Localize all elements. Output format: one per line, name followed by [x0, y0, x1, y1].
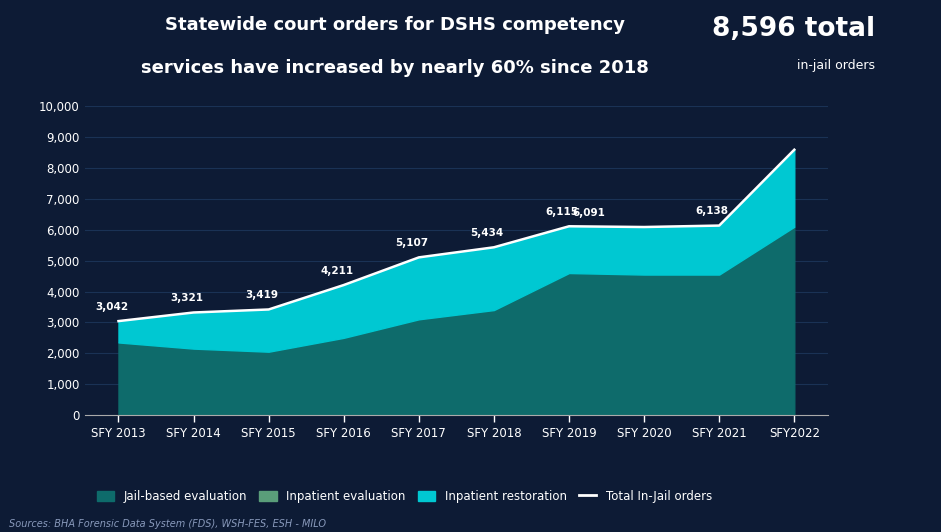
Text: Sources: BHA Forensic Data System (FDS), WSH-FES, ESH - MILO: Sources: BHA Forensic Data System (FDS),…	[9, 519, 327, 529]
Text: 3,419: 3,419	[246, 290, 279, 301]
Legend: Jail-based evaluation, Inpatient evaluation, Inpatient restoration, Total In-Jai: Jail-based evaluation, Inpatient evaluat…	[92, 485, 717, 508]
Text: 3,321: 3,321	[170, 293, 203, 303]
Text: 4,211: 4,211	[320, 266, 354, 276]
Text: 3,042: 3,042	[95, 302, 128, 312]
Text: Statewide court orders for DSHS competency: Statewide court orders for DSHS competen…	[166, 16, 625, 34]
Text: 6,138: 6,138	[695, 206, 728, 217]
Text: in-jail orders: in-jail orders	[797, 59, 875, 71]
Text: 6,115: 6,115	[546, 207, 579, 217]
Text: 8,596 total: 8,596 total	[712, 16, 875, 42]
Text: 5,107: 5,107	[395, 238, 428, 248]
Text: services have increased by nearly 60% since 2018: services have increased by nearly 60% si…	[141, 59, 649, 77]
Text: 6,091: 6,091	[572, 208, 605, 218]
Text: 5,434: 5,434	[470, 228, 503, 238]
